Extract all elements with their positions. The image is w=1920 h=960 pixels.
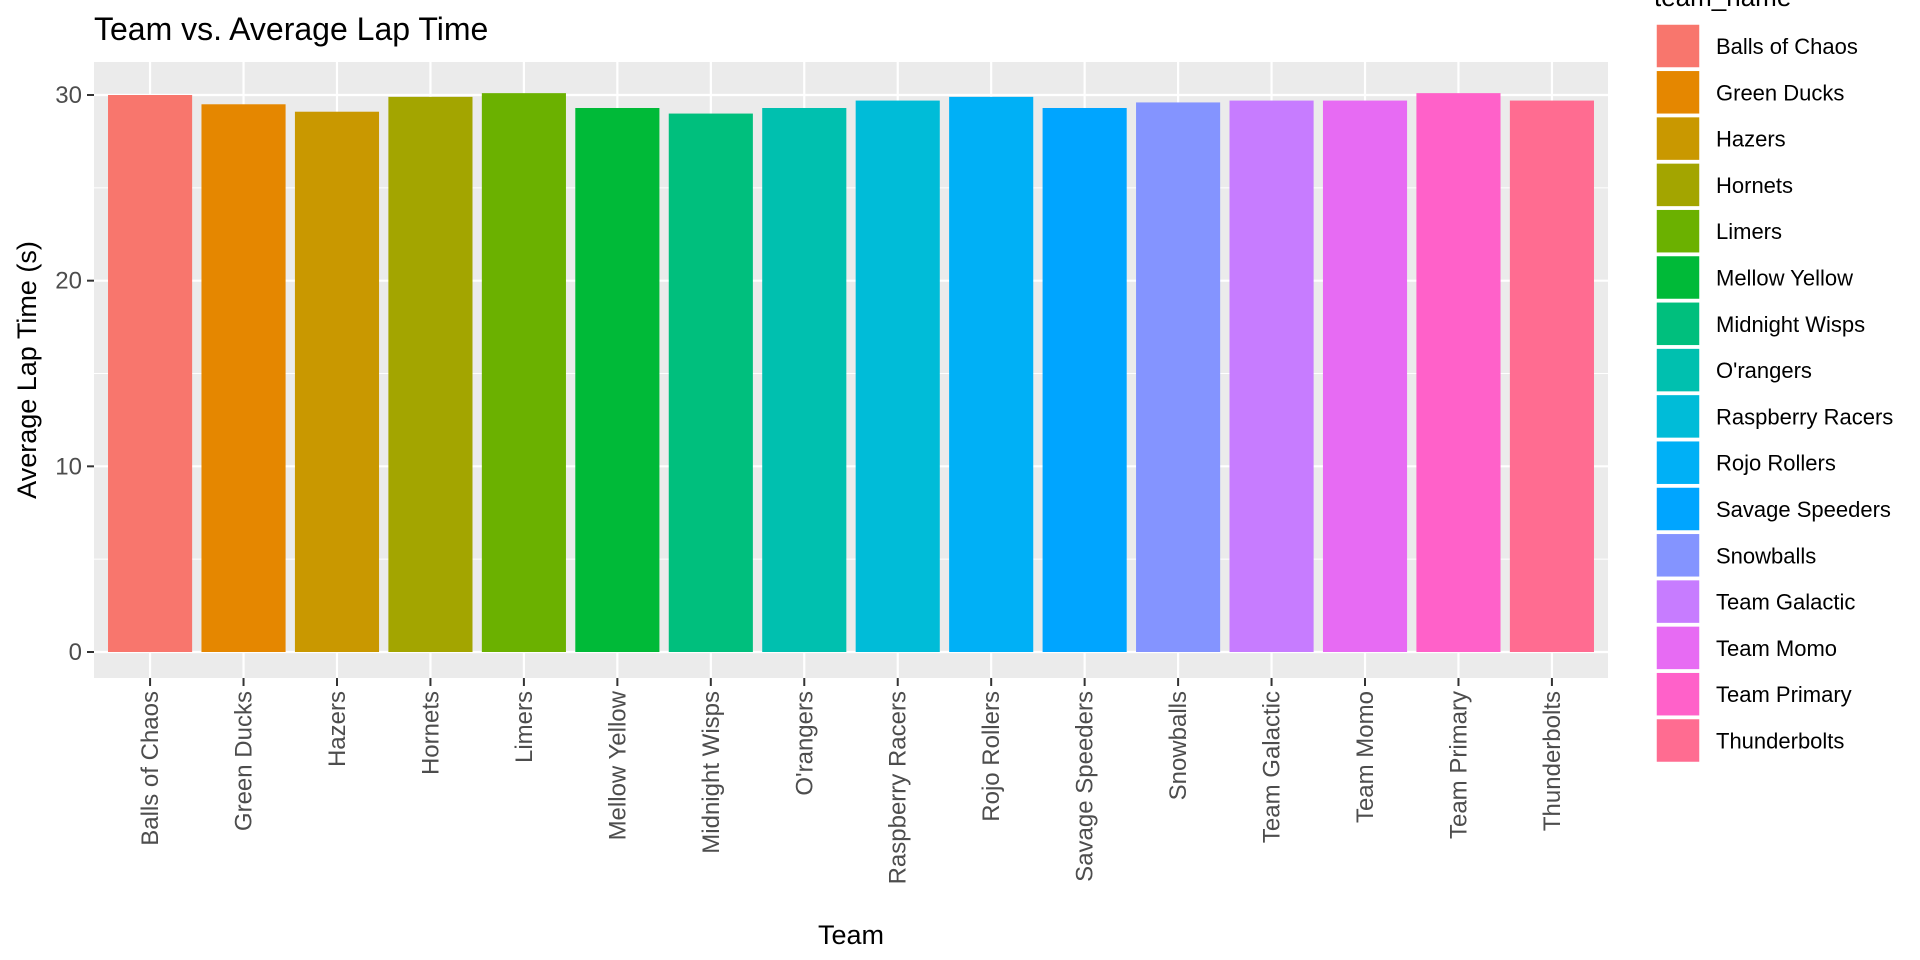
bar bbox=[1042, 107, 1127, 653]
bar bbox=[1416, 93, 1501, 653]
x-tick-label: O'rangers bbox=[791, 691, 818, 796]
x-tick-label: Hazers bbox=[324, 691, 351, 767]
bar bbox=[388, 96, 473, 652]
legend-title: team_name bbox=[1654, 0, 1791, 12]
legend-label: Green Ducks bbox=[1716, 80, 1844, 105]
x-tick-label: Green Ducks bbox=[231, 691, 258, 831]
legend-key bbox=[1655, 625, 1701, 671]
y-axis-title: Average Lap Time (s) bbox=[12, 241, 42, 499]
legend-key bbox=[1655, 717, 1701, 764]
legend-key bbox=[1655, 347, 1701, 393]
x-tick-label: Raspberry Racers bbox=[885, 691, 912, 884]
legend-key bbox=[1655, 115, 1701, 162]
legend-label: O'rangers bbox=[1716, 358, 1812, 383]
x-tick-label: Savage Speeders bbox=[1072, 691, 1099, 882]
legend-label: Limers bbox=[1716, 219, 1782, 244]
legend-label: Team Momo bbox=[1716, 636, 1837, 661]
bar bbox=[201, 104, 286, 653]
legend-key bbox=[1655, 578, 1701, 625]
bar bbox=[1322, 100, 1408, 652]
legend-label: Team Primary bbox=[1716, 682, 1852, 707]
bar bbox=[949, 96, 1034, 652]
x-tick-label: Rojo Rollers bbox=[978, 691, 1005, 822]
legend-key bbox=[1655, 393, 1701, 440]
legend-label: Hazers bbox=[1716, 127, 1786, 152]
legend-key bbox=[1655, 671, 1701, 717]
legend-key bbox=[1655, 439, 1701, 486]
y-tick-label: 0 bbox=[69, 639, 82, 666]
legend-label: Thunderbolts bbox=[1716, 729, 1844, 754]
legend-key bbox=[1655, 23, 1701, 69]
chart-title: Team vs. Average Lap Time bbox=[94, 11, 488, 47]
bar bbox=[668, 113, 753, 653]
legend-key bbox=[1655, 254, 1701, 301]
x-tick-label: Balls of Chaos bbox=[137, 691, 164, 846]
bars bbox=[108, 93, 1594, 653]
legend-label: Raspberry Racers bbox=[1716, 404, 1893, 429]
bar bbox=[1509, 100, 1594, 652]
legend-label: Snowballs bbox=[1716, 543, 1816, 568]
x-tick-label: Team Primary bbox=[1445, 691, 1472, 839]
y-tick-label: 10 bbox=[55, 453, 82, 480]
y-axis: 0 10 20 30 bbox=[55, 82, 94, 666]
x-tick-label: Thunderbolts bbox=[1539, 691, 1566, 831]
x-tick-label: Midnight Wisps bbox=[698, 691, 725, 854]
legend-label: Team Galactic bbox=[1716, 590, 1855, 615]
legend-key bbox=[1655, 486, 1701, 532]
bar bbox=[108, 95, 193, 652]
y-tick-label: 20 bbox=[55, 268, 82, 295]
legend-items: Balls of Chaos Green Ducks Hazers Hornets Li… bbox=[1655, 23, 1893, 764]
x-tick-label: Snowballs bbox=[1165, 691, 1192, 800]
x-axis: Balls of Chaos Green Ducks Hazers Hornets Li… bbox=[137, 678, 1566, 884]
legend: team_name Balls of Chaos Green Ducks Hazer… bbox=[1654, 0, 1893, 764]
legend-label: Mellow Yellow bbox=[1716, 266, 1853, 291]
bar bbox=[762, 107, 847, 653]
x-axis-title: Team bbox=[818, 920, 884, 950]
x-tick-label: Team Galactic bbox=[1259, 691, 1286, 843]
bar bbox=[855, 100, 940, 652]
bar bbox=[481, 93, 566, 653]
bar bbox=[1229, 100, 1314, 652]
legend-key bbox=[1655, 532, 1701, 579]
x-tick-label: Limers bbox=[511, 691, 538, 763]
bar bbox=[575, 107, 660, 653]
legend-label: Balls of Chaos bbox=[1716, 34, 1858, 59]
legend-label: Hornets bbox=[1716, 173, 1793, 198]
legend-key bbox=[1655, 301, 1701, 347]
bar bbox=[294, 111, 380, 652]
x-tick-label: Hornets bbox=[417, 691, 444, 775]
x-tick-label: Mellow Yellow bbox=[604, 690, 631, 840]
bar bbox=[1136, 102, 1221, 653]
legend-key bbox=[1655, 162, 1701, 208]
legend-key bbox=[1655, 208, 1701, 254]
legend-key bbox=[1655, 69, 1701, 116]
x-tick-label: Team Momo bbox=[1352, 691, 1379, 823]
legend-label: Savage Speeders bbox=[1716, 497, 1891, 522]
legend-label: Rojo Rollers bbox=[1716, 451, 1836, 476]
legend-label: Midnight Wisps bbox=[1716, 312, 1865, 337]
y-tick-label: 30 bbox=[55, 82, 82, 109]
